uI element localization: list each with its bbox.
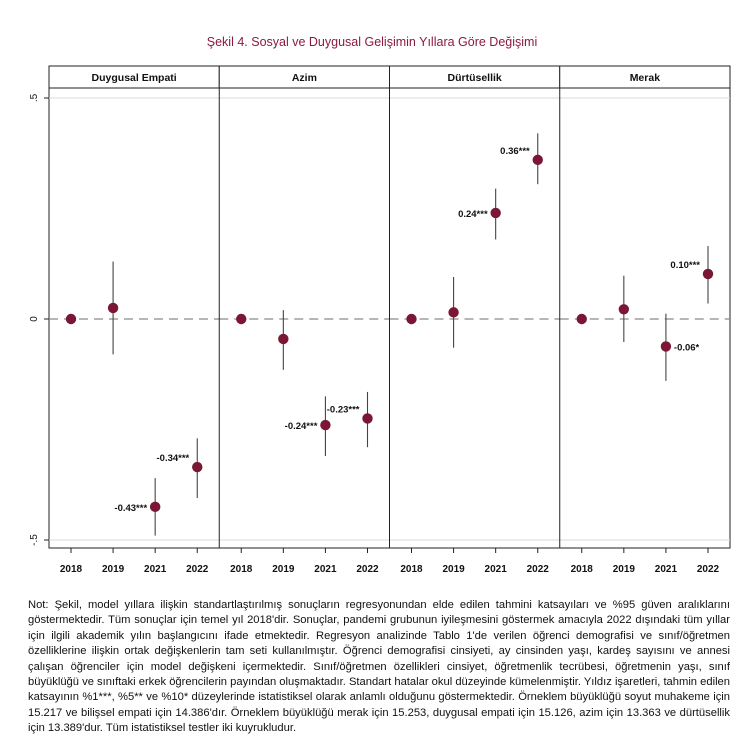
- x-tick-label: 2022: [527, 564, 550, 575]
- data-label: -0.06*: [674, 342, 700, 353]
- data-point: [702, 268, 714, 280]
- data-label: -0.24***: [285, 421, 318, 432]
- data-label: -0.43***: [114, 503, 147, 514]
- data-label: -0.34***: [157, 453, 190, 464]
- data-point: [65, 313, 77, 325]
- x-tick-label: 2018: [400, 564, 423, 575]
- data-label: 0.10***: [670, 260, 700, 271]
- x-tick-label: 2021: [485, 564, 508, 575]
- panel-strip: [559, 65, 731, 89]
- data-point: [618, 304, 630, 315]
- x-tick-label: 2022: [186, 564, 209, 575]
- data-point: [406, 313, 417, 325]
- data-label: 0.24***: [458, 209, 488, 220]
- data-point: [362, 413, 373, 424]
- x-tick-label: 2019: [613, 564, 636, 575]
- x-tick-label: 2019: [272, 564, 295, 575]
- x-tick-label: 2021: [144, 564, 167, 575]
- data-label: 0.36***: [500, 146, 530, 157]
- data-point: [490, 207, 501, 219]
- x-tick-label: 2019: [442, 564, 465, 575]
- panel-title: Dürtüsellik: [447, 72, 501, 84]
- y-tick-label: .5: [29, 93, 40, 102]
- chart-plot: Duygusal Empati -0.43*** -0.34*** 2018 2019 2…: [29, 65, 731, 575]
- x-tick-label: 2018: [571, 564, 594, 575]
- x-tick-label: 2021: [314, 564, 337, 575]
- data-point: [660, 341, 672, 352]
- x-tick-label: 2019: [102, 564, 125, 575]
- panel-title: Duygusal Empati: [92, 72, 177, 84]
- figure-note: Not: Şekil, model yıllara ilişkin standa…: [28, 599, 730, 735]
- panel-title: Merak: [630, 72, 661, 84]
- x-tick-label: 2018: [60, 564, 83, 575]
- data-point: [448, 307, 459, 318]
- y-tick-label: 0: [29, 316, 40, 322]
- data-point: [192, 461, 203, 473]
- data-point: [278, 333, 289, 345]
- data-point: [236, 313, 247, 325]
- x-tick-label: 2022: [697, 564, 720, 575]
- data-point: [149, 501, 161, 513]
- data-point: [532, 154, 543, 166]
- x-tick-label: 2018: [230, 564, 253, 575]
- data-point: [320, 419, 331, 431]
- y-tick-label: -.5: [29, 534, 40, 546]
- data-label: -0.23***: [327, 404, 360, 415]
- chart-title: Şekil 4. Sosyal ve Duygusal Gelişimin Yı…: [206, 35, 538, 49]
- x-tick-label: 2022: [356, 564, 379, 575]
- data-point: [107, 302, 119, 314]
- panel-title: Azim: [292, 72, 317, 84]
- data-point: [576, 313, 587, 325]
- x-tick-label: 2021: [655, 564, 678, 575]
